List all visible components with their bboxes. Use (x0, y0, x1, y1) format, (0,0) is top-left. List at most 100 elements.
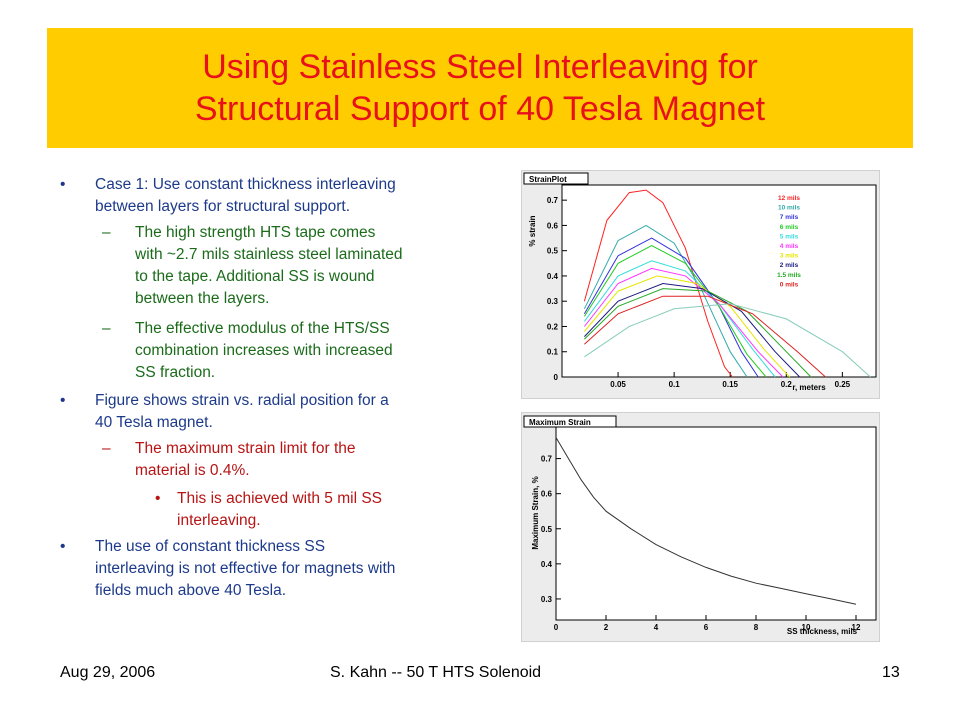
plot-frame (555, 426, 877, 621)
legend-entry: 4 mils (780, 243, 799, 250)
bullet-marker: • (155, 490, 161, 507)
series-line-4-mils (584, 267, 784, 378)
x-tick-label: 12 (852, 623, 861, 632)
series-line-0 (555, 437, 857, 605)
y-tick-label: 0.5 (547, 247, 559, 256)
series-line-5-mils (583, 260, 776, 378)
legend-entry: 12 mils (778, 195, 800, 202)
plot-area: 0.05 0.1 0.15 0.2 0.25 0 0.1 0.2 0.3 0.4 0.5 0.6 0.7… (547, 184, 877, 389)
bullet-line: The use of constant thickness SS (95, 538, 326, 555)
bullet-line: with ~2.7 mils stainless steel laminated (135, 246, 403, 263)
x-tick-label: 0.05 (610, 380, 626, 389)
x-tick-label: 6 (704, 623, 709, 632)
sub-bullet-tape: – The high strength HTS tape comes with … (102, 222, 472, 310)
footer-page-number: 13 (882, 664, 900, 681)
legend-entry: 10 mils (778, 205, 800, 212)
y-axis-label: % strain (528, 215, 537, 246)
bullet-line: Figure shows strain vs. radial position … (95, 392, 389, 409)
series-line-1-5-mils (584, 288, 812, 378)
y-tick-label: 0.6 (541, 490, 553, 499)
max-strain-panel: Maximum Strain SS thickness, mils Maximu… (521, 412, 880, 642)
bullet-line: Case 1: Use constant thickness interleav… (95, 176, 396, 193)
legend-entry: 1.5 mils (777, 272, 801, 279)
y-tick-label: 0.6 (547, 221, 559, 230)
bullet-line: between layers for structural support. (95, 198, 351, 215)
x-tick-label: 0.2 (781, 380, 793, 389)
series-line-7-mils (583, 237, 759, 378)
plot-frame (561, 184, 877, 378)
bullet-marker: • (60, 392, 66, 409)
x-tick-label: 0.15 (722, 380, 738, 389)
series-line-12-mils (583, 189, 733, 378)
series-line-6-mils (583, 245, 767, 378)
strain-plot-chart: StrainPlot r, meters % strain 0.05 0.1 0.1… (523, 172, 877, 392)
x-tick-label: 0.1 (669, 380, 681, 389)
x-tick-label: 0.25 (835, 380, 851, 389)
legend-entry: 6 mils (780, 224, 799, 231)
footer-title: S. Kahn -- 50 T HTS Solenoid (330, 664, 542, 681)
y-tick-label: 0.3 (541, 595, 553, 604)
bullet-marker: • (60, 176, 66, 193)
y-tick-label: 0 (554, 373, 559, 382)
series-line-10 (584, 303, 871, 378)
bullet-figure: • Figure shows strain vs. radial positio… (60, 390, 470, 434)
bullet-line: The high strength HTS tape comes (135, 224, 376, 241)
legend-entry: 2 mils (780, 262, 799, 269)
bullet-line: This is achieved with 5 mil SS (177, 490, 383, 507)
legend-entry: 3 mils (780, 253, 799, 260)
y-tick-label: 0.2 (547, 322, 559, 331)
legend-entry: 0 mils (780, 281, 799, 288)
y-tick-label: 0.3 (547, 297, 559, 306)
sub-sub-bullet-5mil: • This is achieved with 5 mil SS interle… (155, 488, 475, 532)
bullet-line: fields much above 40 Tesla. (95, 582, 286, 599)
y-tick-label: 0.7 (541, 455, 553, 464)
bullet-case1: • Case 1: Use constant thickness interle… (60, 174, 470, 218)
max-strain-chart: Maximum Strain SS thickness, mils Maximu… (523, 415, 877, 636)
bullet-line: interleaving is not effective for magnet… (95, 560, 396, 577)
x-axis-label: SS thickness, mils (787, 627, 858, 636)
chart-title-box (523, 172, 589, 185)
x-tick-label: 4 (654, 623, 659, 632)
footer-date: Aug 29, 2006 (60, 664, 156, 681)
title-banner: Using Stainless Steel Interleaving for S… (47, 28, 913, 148)
bullet-line: combination increases with increased (135, 342, 393, 359)
x-tick-label: 10 (802, 623, 811, 632)
x-tick-label: 8 (754, 623, 759, 632)
slide-title-line-2: Structural Support of 40 Tesla Magnet (194, 90, 766, 128)
legend-entry: 5 mils (780, 233, 799, 240)
y-tick-label: 0.5 (541, 525, 553, 534)
bullet-line: SS fraction. (135, 364, 216, 381)
bullet-line: interleaving. (177, 512, 261, 529)
y-tick-label: 0.1 (547, 348, 559, 357)
bullet-line: to the tape. Additional SS is wound (135, 268, 375, 285)
series-line-3-mils (584, 275, 790, 378)
strain-plot-panel: StrainPlot r, meters % strain 0.05 0.1 0.1… (521, 170, 880, 399)
chart-title: StrainPlot (529, 175, 567, 184)
y-tick-label: 0.4 (541, 560, 553, 569)
dash-marker: – (102, 224, 111, 241)
bullet-conclusion: • The use of constant thickness SS inter… (60, 536, 470, 602)
dash-marker: – (102, 320, 111, 337)
x-tick-label: 0 (554, 623, 559, 632)
bullet-line: between the layers. (135, 290, 270, 307)
y-axis-label: Maximum Strain, % (531, 476, 540, 549)
bullet-line: material is 0.4%. (135, 462, 250, 479)
bullet-line: 40 Tesla magnet. (95, 414, 213, 431)
sub-bullet-modulus: – The effective modulus of the HTS/SS co… (102, 318, 472, 384)
y-tick-label: 0.7 (547, 196, 559, 205)
chart-title: Maximum Strain (529, 418, 591, 427)
bullet-marker: • (60, 538, 66, 555)
legend-entry: 7 mils (780, 214, 799, 221)
series-line-0-mils (584, 295, 826, 378)
series-line-2-mils (584, 282, 801, 378)
y-tick-label: 0.4 (547, 272, 559, 281)
bullet-line: The effective modulus of the HTS/SS (135, 320, 390, 337)
bullet-line: The maximum strain limit for the (135, 440, 356, 457)
slide-title-line-1: Using Stainless Steel Interleaving for (202, 48, 758, 86)
series-line-10-mils (583, 224, 748, 378)
x-tick-label: 2 (604, 623, 609, 632)
dash-marker: – (102, 440, 111, 457)
sub-bullet-strain-limit: – The maximum strain limit for the mater… (102, 438, 472, 482)
plot-area: 0 2 4 6 8 10 12 0.3 0.4 0.5 0.6 0.7 (541, 426, 877, 632)
x-axis-label: r, meters (792, 383, 826, 392)
